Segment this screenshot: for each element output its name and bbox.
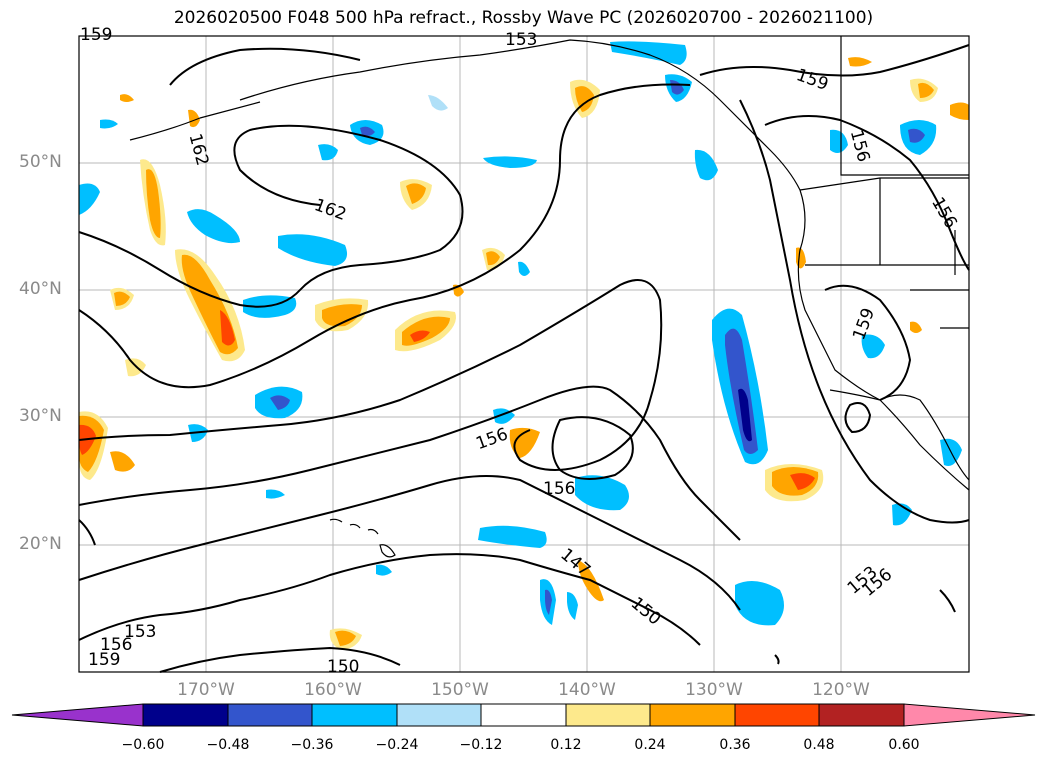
colorbar-tick-label: 0.48 bbox=[803, 737, 835, 753]
pos-anomaly-patch bbox=[120, 94, 134, 102]
neg-anomaly-patch bbox=[567, 592, 578, 620]
neg-anomaly-patch bbox=[428, 95, 448, 111]
colorbar bbox=[11, 703, 1036, 727]
pos-anomaly-patch bbox=[406, 183, 426, 204]
lat-label: 20°N bbox=[19, 534, 62, 554]
neg-anomaly-patch bbox=[738, 388, 752, 442]
pos-anomaly-patch bbox=[910, 321, 922, 333]
neg-anomaly-patch bbox=[79, 183, 100, 215]
anomaly-shading bbox=[79, 41, 969, 650]
lon-label: 170°W bbox=[177, 680, 235, 700]
pos-anomaly-patch bbox=[114, 291, 130, 306]
contour-label: 150 bbox=[327, 657, 359, 677]
colorbar-tick-label: 0.24 bbox=[634, 737, 666, 753]
neg-anomaly-patch bbox=[610, 41, 687, 65]
pos-anomaly-patch bbox=[918, 82, 934, 98]
neg-anomaly-patch bbox=[518, 261, 530, 276]
pos-anomaly-patch bbox=[335, 630, 356, 646]
contour-label: 153 bbox=[505, 30, 537, 50]
neg-anomaly-patch bbox=[483, 156, 537, 168]
colorbar-tick-label: −0.12 bbox=[459, 737, 503, 753]
colorbar-segment bbox=[396, 703, 482, 727]
lon-label: 160°W bbox=[304, 680, 362, 700]
neg-anomaly-patch bbox=[100, 119, 118, 129]
pos-anomaly-patch bbox=[110, 451, 135, 472]
neg-anomaly-patch bbox=[575, 475, 629, 511]
neg-anomaly-patch bbox=[545, 589, 552, 615]
neg-anomaly-patch bbox=[478, 525, 547, 548]
pos-anomaly-patch bbox=[575, 86, 594, 112]
pos-anomaly-patch bbox=[410, 330, 430, 342]
pos-anomaly-patch bbox=[220, 310, 235, 346]
colorbar-tick-label: −0.60 bbox=[121, 737, 165, 753]
lon-label: 130°W bbox=[685, 680, 743, 700]
lon-label: 150°W bbox=[431, 680, 489, 700]
neg-anomaly-patch bbox=[694, 149, 718, 181]
colorbar-segment bbox=[649, 703, 736, 727]
colorbar-segment bbox=[565, 703, 651, 727]
colorbar-segment bbox=[311, 703, 398, 727]
contour-label: 156 bbox=[543, 479, 575, 499]
neg-anomaly-patch bbox=[861, 334, 885, 359]
colorbar-tick-label: −0.24 bbox=[375, 737, 419, 753]
neg-anomaly-patch bbox=[830, 129, 848, 154]
pos-anomaly-patch bbox=[322, 304, 362, 327]
colorbar-tick-label: −0.36 bbox=[290, 737, 334, 753]
contour-label: 153 bbox=[124, 622, 156, 642]
contour-label: 156 bbox=[100, 635, 132, 655]
pos-anomaly-patch bbox=[950, 102, 969, 120]
pos-anomaly-patch bbox=[146, 169, 161, 238]
colorbar-segment bbox=[818, 703, 905, 727]
map-border bbox=[78, 35, 970, 673]
neg-anomaly-patch bbox=[376, 564, 392, 576]
colorbar-extend-left bbox=[11, 703, 144, 727]
colorbar-segment bbox=[734, 703, 820, 727]
hawaii-islands bbox=[329, 518, 396, 558]
contour-label: 159 bbox=[80, 25, 112, 45]
contour-label: 159 bbox=[88, 650, 120, 670]
colorbar-tick-label: −0.48 bbox=[206, 737, 250, 753]
lat-label: 50°N bbox=[19, 152, 62, 172]
lon-label: 120°W bbox=[812, 680, 870, 700]
neg-anomaly-patch bbox=[735, 581, 784, 626]
lat-label: 40°N bbox=[19, 279, 62, 299]
lat-label: 30°N bbox=[19, 406, 62, 426]
coastlines bbox=[129, 36, 970, 491]
pos-anomaly-patch bbox=[848, 57, 872, 67]
pos-anomaly-patch bbox=[188, 109, 200, 128]
neg-anomaly-patch bbox=[908, 128, 925, 143]
colorbar-segment bbox=[227, 703, 313, 727]
colorbar-tick-label: 0.12 bbox=[550, 737, 582, 753]
neg-anomaly-patch bbox=[270, 395, 290, 410]
neg-anomaly-patch bbox=[266, 489, 285, 499]
colorbar-tick-label: 0.36 bbox=[719, 737, 751, 753]
colorbar-extend-right bbox=[903, 703, 1036, 727]
colorbar-segment bbox=[480, 703, 567, 727]
colorbar-segment bbox=[142, 703, 229, 727]
pos-anomaly-patch bbox=[509, 427, 540, 458]
height-contours bbox=[78, 44, 970, 673]
neg-anomaly-patch bbox=[318, 144, 338, 161]
neg-anomaly-patch bbox=[187, 209, 240, 244]
pos-anomaly-patch bbox=[790, 473, 815, 490]
lon-label: 140°W bbox=[558, 680, 616, 700]
colorbar-tick-label: 0.60 bbox=[888, 737, 920, 753]
neg-anomaly-patch bbox=[278, 234, 348, 266]
pos-anomaly-patch bbox=[486, 251, 500, 266]
neg-anomaly-patch bbox=[360, 126, 375, 136]
map-title: 2026020500 F048 500 hPa refract., Rossby… bbox=[173, 8, 874, 28]
